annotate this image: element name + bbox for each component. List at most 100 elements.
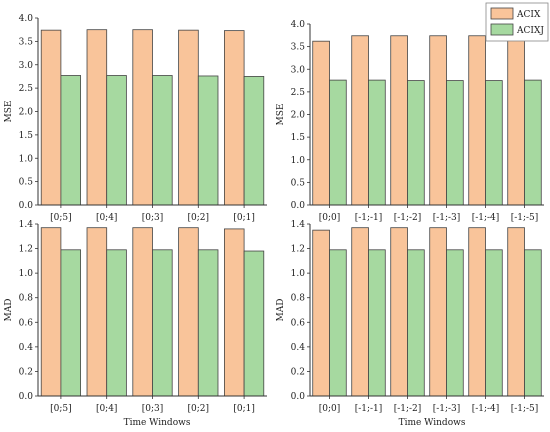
legend-label-acix: ACIX bbox=[516, 10, 541, 20]
x-tick-label: [0;5] bbox=[50, 213, 72, 223]
bar-acix-5 bbox=[507, 35, 525, 206]
bar-acix-0 bbox=[312, 229, 330, 397]
bar-acix-0 bbox=[40, 29, 62, 206]
chart-panel-top-left: 0.0 0.5 1.0 1.5 2.0 2.5 3.0 3.5 4.0 [0;5] [0;4] [0;… bbox=[4, 14, 267, 223]
bar-acixj-3 bbox=[197, 249, 219, 397]
y-tick-label: 0.6 bbox=[19, 318, 34, 328]
bar-acix-1 bbox=[86, 29, 108, 206]
bar-acix-5 bbox=[507, 227, 525, 397]
y-tick-label: 1.2 bbox=[291, 245, 305, 255]
y-tick-label: 2.5 bbox=[291, 88, 306, 98]
chart-panels: 0.0 0.5 1.0 1.5 2.0 2.5 3.0 3.5 4.0 [0;5] [0;4] [0;… bbox=[4, 14, 544, 428]
x-tick-label: [0;2] bbox=[188, 404, 210, 414]
bar-acixj-3 bbox=[446, 80, 464, 206]
bar-acixj-4 bbox=[243, 250, 265, 397]
y-tick-label: 3.5 bbox=[19, 37, 34, 47]
y-tick-label: 3.5 bbox=[291, 43, 306, 53]
bar-acixj-1 bbox=[106, 249, 127, 397]
bar-acix-3 bbox=[178, 227, 199, 397]
x-tick-label: [-1;-2] bbox=[394, 213, 422, 223]
x-tick-label: [0;5] bbox=[50, 404, 72, 414]
x-tick-label: [0;4] bbox=[96, 213, 118, 223]
x-tick-label: [-1;-2] bbox=[394, 404, 422, 414]
y-axis-label: MSE bbox=[4, 101, 14, 123]
bar-acixj-4 bbox=[485, 80, 503, 206]
x-tick-label: [0;2] bbox=[188, 213, 210, 223]
y-tick-label: 2.0 bbox=[19, 108, 34, 118]
x-axis-label: Time Windows bbox=[124, 418, 191, 428]
y-tick-label: 1.0 bbox=[19, 154, 34, 164]
bar-acix-2 bbox=[390, 35, 408, 206]
bar-acix-4 bbox=[468, 35, 486, 206]
y-tick-label: 2.0 bbox=[291, 111, 306, 121]
legend: ACIX ACIXJ bbox=[485, 2, 549, 42]
bar-acix-1 bbox=[351, 227, 369, 397]
y-tick-label: 0.2 bbox=[19, 367, 33, 377]
bar-acixj-2 bbox=[152, 75, 173, 206]
y-axis-label: MAD bbox=[276, 299, 286, 322]
bar-acixj-4 bbox=[243, 76, 265, 206]
y-tick-label: 0.0 bbox=[291, 201, 306, 211]
chart-panel-bottom-right: 0.0 0.2 0.4 0.6 0.8 1.0 1.2 1.4 [0;0] [-1;-1] [-1;… bbox=[276, 220, 544, 428]
bar-acixj-3 bbox=[446, 249, 464, 397]
y-tick-label: 0.4 bbox=[19, 343, 34, 353]
x-tick-label: [-1;-5] bbox=[511, 404, 539, 414]
bar-acix-1 bbox=[351, 35, 369, 206]
y-tick-label: 0.5 bbox=[19, 178, 34, 188]
x-tick-label: [-1;-1] bbox=[355, 213, 383, 223]
bar-acix-2 bbox=[132, 227, 153, 397]
bar-acix-2 bbox=[390, 227, 408, 397]
y-tick-label: 2.5 bbox=[19, 84, 34, 94]
y-tick-label: 1.5 bbox=[291, 133, 306, 143]
x-tick-label: [-1;-5] bbox=[511, 213, 539, 223]
x-tick-label: [-1;-3] bbox=[433, 404, 461, 414]
y-tick-label: 1.0 bbox=[291, 156, 306, 166]
x-tick-label: [0;4] bbox=[96, 404, 118, 414]
bar-acix-3 bbox=[429, 35, 447, 206]
legend-label-acixj: ACIXJ bbox=[516, 26, 544, 36]
bar-acixj-5 bbox=[524, 249, 542, 397]
y-tick-label: 1.0 bbox=[19, 269, 34, 279]
y-tick-label: 4.0 bbox=[291, 20, 306, 30]
y-tick-label: 0.0 bbox=[19, 201, 34, 211]
bar-acixj-2 bbox=[407, 80, 425, 206]
x-tick-label: [0;0] bbox=[319, 213, 341, 223]
bar-acix-3 bbox=[178, 29, 199, 206]
bar-acixj-2 bbox=[407, 249, 425, 397]
bar-acix-4 bbox=[468, 227, 486, 397]
x-tick-label: [-1;-4] bbox=[472, 404, 500, 414]
bar-acixj-1 bbox=[368, 79, 386, 206]
y-tick-label: 1.0 bbox=[291, 269, 306, 279]
bar-acixj-1 bbox=[368, 249, 386, 397]
x-tick-label: [0;1] bbox=[233, 404, 255, 414]
chart-panel-bottom-left: 0.0 0.2 0.4 0.6 0.8 1.0 1.2 1.4 [0;5] [0;4] [0;3] [… bbox=[4, 220, 267, 428]
y-tick-label: 1.2 bbox=[19, 245, 33, 255]
y-tick-label: 1.4 bbox=[291, 220, 306, 230]
x-axis-label: Time Windows bbox=[399, 418, 466, 428]
bar-acixj-1 bbox=[106, 75, 127, 206]
y-tick-label: 1.5 bbox=[19, 131, 34, 141]
y-axis-label: MAD bbox=[4, 299, 14, 322]
bar-acix-4 bbox=[224, 228, 245, 397]
x-tick-label: [-1;-1] bbox=[355, 404, 383, 414]
bar-acixj-2 bbox=[152, 249, 173, 397]
y-tick-label: 0.0 bbox=[19, 392, 34, 402]
bar-acixj-3 bbox=[197, 75, 219, 206]
y-tick-label: 0.8 bbox=[291, 294, 306, 304]
y-tick-label: 0.4 bbox=[291, 343, 306, 353]
y-tick-label: 0.2 bbox=[291, 367, 305, 377]
legend-swatch-acix bbox=[490, 7, 514, 20]
x-tick-label: [-1;-4] bbox=[472, 213, 500, 223]
x-tick-label: [0;3] bbox=[142, 404, 164, 414]
x-tick-label: [0;1] bbox=[233, 213, 255, 223]
x-tick-label: [-1;-3] bbox=[433, 213, 461, 223]
bar-acixj-0 bbox=[60, 249, 81, 397]
y-tick-label: 4.0 bbox=[19, 14, 34, 24]
bar-acixj-0 bbox=[329, 249, 347, 397]
bar-acix-2 bbox=[132, 29, 153, 206]
y-tick-label: 0.0 bbox=[291, 392, 306, 402]
y-tick-label: 3.0 bbox=[19, 61, 34, 71]
bar-acix-1 bbox=[86, 227, 108, 397]
y-tick-label: 0.8 bbox=[19, 294, 34, 304]
